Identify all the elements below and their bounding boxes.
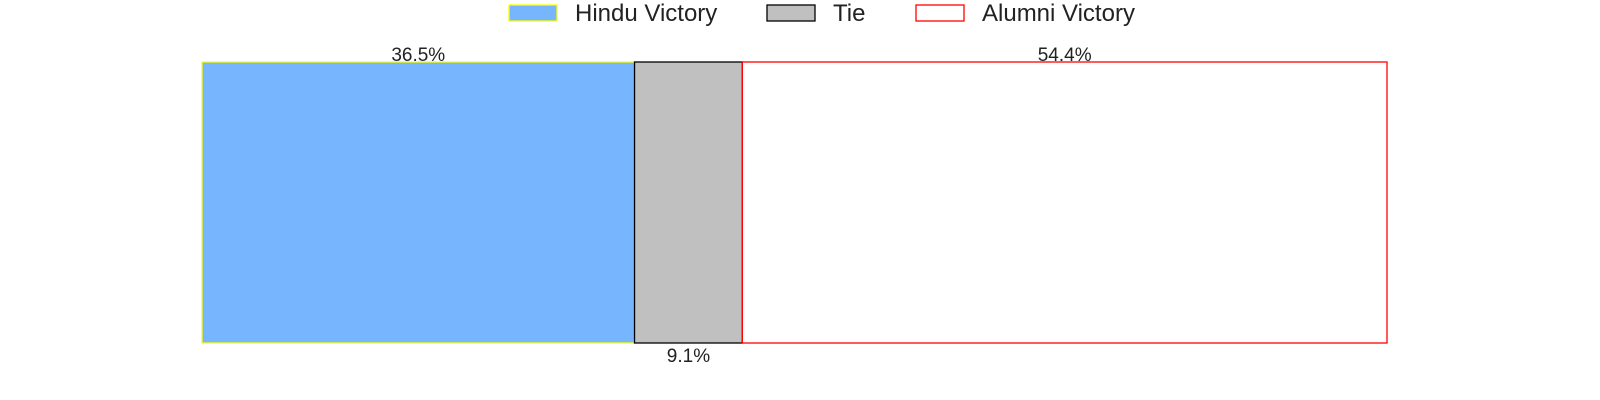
data-labels: 36.5% 9.1% 54.4% bbox=[391, 45, 1091, 367]
bar-segment-tie bbox=[633, 61, 744, 344]
legend-label-tie: Tie bbox=[833, 0, 865, 27]
legend-item-hindu-victory: Hindu Victory bbox=[508, 0, 717, 27]
bar-segment-hindu-victory bbox=[201, 61, 636, 344]
legend-swatch-alumni-victory bbox=[915, 4, 965, 22]
legend-swatch-hindu-victory bbox=[508, 4, 558, 22]
legend-item-alumni-victory: Alumni Victory bbox=[915, 0, 1135, 27]
bar-segments bbox=[201, 61, 1388, 344]
bar-segment-alumni-victory bbox=[741, 61, 1388, 344]
data-label-hindu-victory: 36.5% bbox=[391, 45, 445, 66]
legend-swatch-tie bbox=[766, 4, 816, 22]
chart-legend: Hindu Victory Tie Alumni Victory bbox=[508, 0, 1135, 27]
data-label-alumni-victory: 54.4% bbox=[1038, 45, 1092, 66]
legend-label-hindu-victory: Hindu Victory bbox=[575, 0, 717, 27]
legend-label-alumni-victory: Alumni Victory bbox=[982, 0, 1135, 27]
data-label-tie: 9.1% bbox=[667, 346, 710, 367]
legend-item-tie: Tie bbox=[766, 0, 865, 27]
